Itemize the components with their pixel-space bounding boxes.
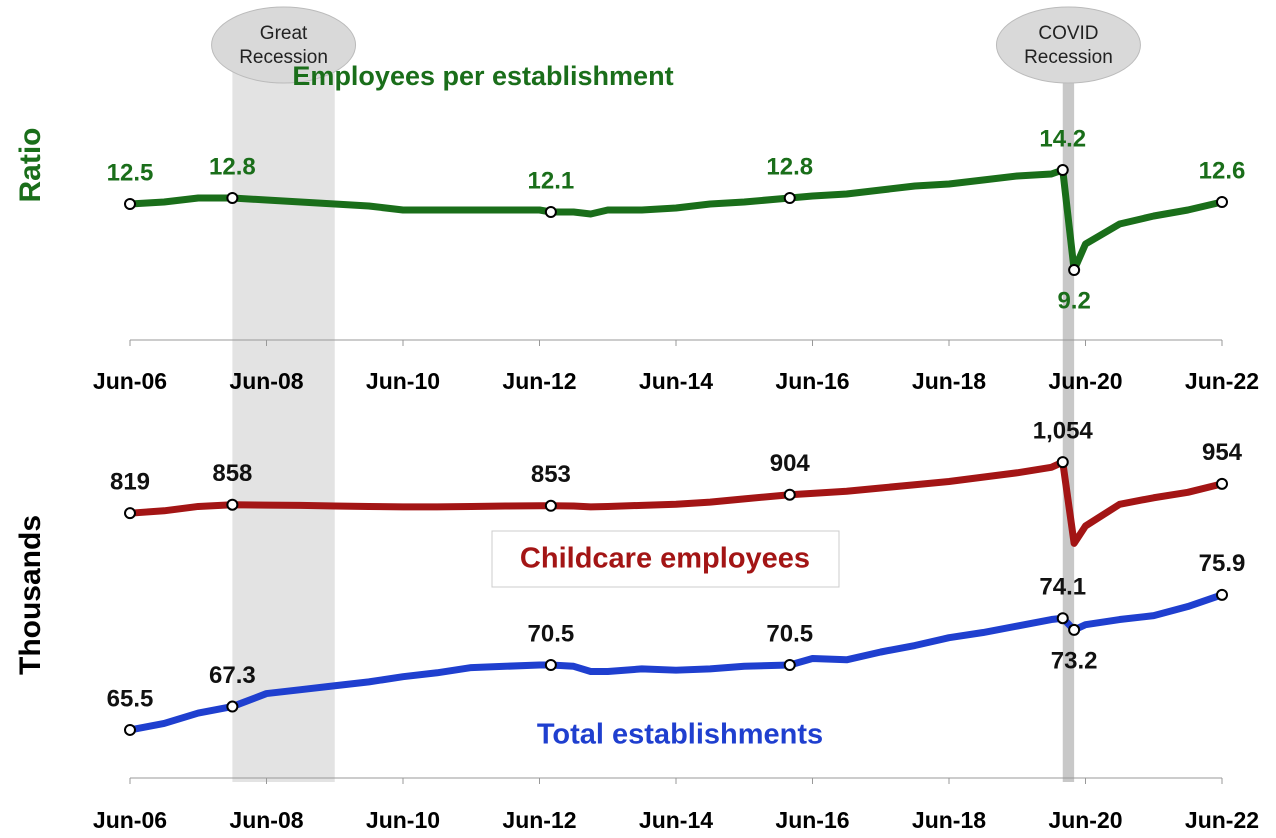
point-marker [226,192,239,204]
point-marker [124,723,136,736]
x-tick-label: Jun-18 [912,807,986,833]
x-tick-label: Jun-10 [366,807,440,833]
x-tick-label: Jun-22 [1185,368,1259,394]
data-label: 853 [531,461,571,488]
y-axis-label: Thousands [14,515,47,675]
data-label: 73.2 [1051,647,1098,674]
series-label: Childcare employees [520,543,810,575]
point-marker [124,198,136,210]
x-tick-label: Jun-20 [1048,368,1122,394]
data-label: 9.2 [1057,287,1090,314]
data-label: 12.8 [209,153,256,180]
data-label: 67.3 [209,662,256,689]
point-marker [226,700,239,713]
point-marker [1216,588,1228,601]
x-tick-label: Jun-12 [502,368,576,394]
data-label: 14.2 [1039,125,1086,152]
data-label: 75.9 [1199,550,1246,577]
x-tick-label: Jun-06 [93,368,167,394]
data-label: 12.8 [766,153,813,180]
point-marker [783,192,796,204]
x-tick-label: Jun-12 [502,807,576,833]
data-label: 70.5 [766,620,813,647]
point-marker [124,507,136,520]
recession-label: Great [260,23,308,44]
recession-label: COVID [1038,23,1098,44]
point-marker [226,498,239,511]
point-marker [783,488,796,501]
point-marker [544,206,557,218]
point-marker [783,658,796,671]
point-marker [544,499,557,512]
series-label-box [491,530,840,588]
y-axis-label: Ratio [14,128,47,203]
point-marker [1056,164,1069,176]
point-marker [1056,456,1069,469]
series-label: Total establishments [537,719,823,751]
point-marker [1216,477,1228,490]
recession-badge [211,6,357,84]
recession-badge [995,6,1141,84]
shaded-periods: Great Recession COVID Recession [211,6,1141,782]
point-marker [1056,612,1069,625]
recession-label: Recession [239,47,328,68]
x-tick-label: Jun-16 [775,807,849,833]
data-label: 819 [110,469,150,496]
data-label: 74.1 [1039,574,1086,601]
x-tick-label: Jun-16 [775,368,849,394]
recession-label: Recession [1024,47,1113,68]
x-tick-label: Jun-18 [912,368,986,394]
data-label: 12.6 [1199,157,1246,184]
data-label: 1,054 [1033,417,1094,444]
data-label: 70.5 [528,620,575,647]
point-marker [544,658,557,671]
x-tick-label: Jun-14 [639,368,713,394]
point-marker [1068,623,1081,636]
recession-band [232,70,335,782]
x-tick-label: Jun-06 [93,807,167,833]
x-tick-label: Jun-08 [229,807,303,833]
data-label: 954 [1202,439,1243,466]
x-tick-label: Jun-22 [1185,807,1259,833]
recession-band [1062,70,1075,782]
x-tick-label: Jun-20 [1048,807,1122,833]
x-tick-label: Jun-10 [366,368,440,394]
data-label: 858 [212,460,252,487]
point-marker [1216,196,1228,208]
x-tick-label: Jun-08 [229,368,303,394]
data-label: 904 [770,450,811,477]
point-marker [1068,264,1081,276]
chart-title: Employees per establishment [292,61,673,91]
data-label: 65.5 [107,685,154,712]
data-label: 12.5 [107,159,154,186]
x-tick-label: Jun-14 [639,807,713,833]
data-label: 12.1 [528,167,575,194]
